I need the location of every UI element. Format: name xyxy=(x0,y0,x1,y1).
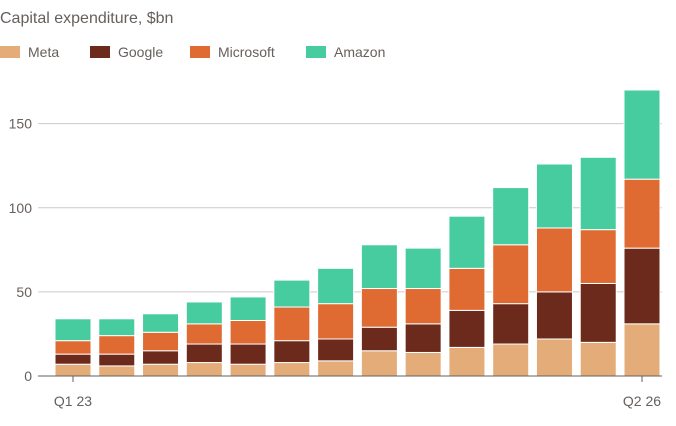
bar-segment-meta xyxy=(360,350,398,377)
bar-segment-google xyxy=(317,338,355,362)
bar-segment-microsoft xyxy=(579,229,617,284)
bar-segment-amazon xyxy=(623,89,661,180)
bar-segment-google xyxy=(273,340,311,364)
bar-segment-microsoft xyxy=(360,288,398,328)
legend-swatch-google xyxy=(90,46,110,58)
bar-segment-google xyxy=(623,247,661,325)
bar-segment-meta xyxy=(229,363,267,377)
bars xyxy=(54,89,661,377)
y-tick-label: 100 xyxy=(9,200,33,216)
legend-label-google: Google xyxy=(118,44,164,60)
legend-swatch-microsoft xyxy=(190,46,210,58)
bar-segment-google xyxy=(448,309,486,348)
bar-segment-meta xyxy=(623,323,661,377)
bar-segment-microsoft xyxy=(623,178,661,249)
bar-segment-microsoft xyxy=(273,306,311,342)
bar-segment-microsoft xyxy=(448,267,486,311)
bar-segment-amazon xyxy=(273,279,311,308)
bar-segment-microsoft xyxy=(229,319,267,345)
bar-segment-microsoft xyxy=(54,340,92,355)
bar-segment-microsoft xyxy=(142,331,180,352)
bar-segment-google xyxy=(492,303,530,345)
bar-segment-amazon xyxy=(404,247,442,290)
chart-title: Capital expenditure, $bn xyxy=(0,10,174,27)
legend-label-microsoft: Microsoft xyxy=(218,44,275,60)
y-tick-label: 0 xyxy=(24,368,32,384)
bar-segment-google xyxy=(579,282,617,343)
bar-segment-meta xyxy=(142,363,180,377)
bar-segment-microsoft xyxy=(492,244,530,305)
x-tick-label: Q2 26 xyxy=(623,393,661,409)
bar-segment-microsoft xyxy=(404,288,442,325)
bar-segment-google xyxy=(360,326,398,352)
bar-segment-google xyxy=(98,353,136,367)
bar-segment-amazon xyxy=(98,318,136,337)
bar-segment-amazon xyxy=(142,313,180,333)
bar-segment-amazon xyxy=(535,163,573,229)
y-tick-label: 150 xyxy=(9,116,33,132)
legend-label-amazon: Amazon xyxy=(334,44,386,60)
y-tick-label: 50 xyxy=(16,284,32,300)
legend-swatch-meta xyxy=(0,46,20,58)
bar-segment-amazon xyxy=(579,156,617,231)
bar-segment-microsoft xyxy=(98,335,136,355)
bar-segment-meta xyxy=(579,341,617,377)
bar-segment-meta xyxy=(317,360,355,377)
bar-segment-microsoft xyxy=(185,323,223,345)
legend-label-meta: Meta xyxy=(28,44,60,60)
bar-segment-amazon xyxy=(54,318,92,342)
bar-segment-amazon xyxy=(492,187,530,246)
bar-segment-amazon xyxy=(185,301,223,325)
bar-segment-amazon xyxy=(317,267,355,305)
bar-segment-meta xyxy=(54,363,92,377)
bar-segment-meta xyxy=(404,351,442,377)
bar-segment-meta xyxy=(448,346,486,377)
bar-segment-microsoft xyxy=(535,227,573,293)
legend-swatch-amazon xyxy=(306,46,326,58)
x-axis: Q1 23 Q2 26 xyxy=(38,375,662,409)
bar-segment-meta xyxy=(98,365,136,377)
bar-segment-google xyxy=(404,323,442,353)
bar-segment-meta xyxy=(185,362,223,377)
bar-segment-amazon xyxy=(360,244,398,290)
bar-segment-amazon xyxy=(229,296,267,321)
bar-segment-meta xyxy=(492,343,530,377)
bar-segment-google xyxy=(185,343,223,364)
bar-segment-amazon xyxy=(448,215,486,269)
bar-segment-google xyxy=(229,343,267,365)
x-tick-label: Q1 23 xyxy=(54,393,92,409)
bar-segment-meta xyxy=(273,362,311,377)
bar-segment-google xyxy=(535,291,573,340)
bar-segment-microsoft xyxy=(317,303,355,340)
bar-segment-google xyxy=(54,353,92,365)
bar-segment-google xyxy=(142,350,180,365)
bar-segment-meta xyxy=(535,338,573,377)
